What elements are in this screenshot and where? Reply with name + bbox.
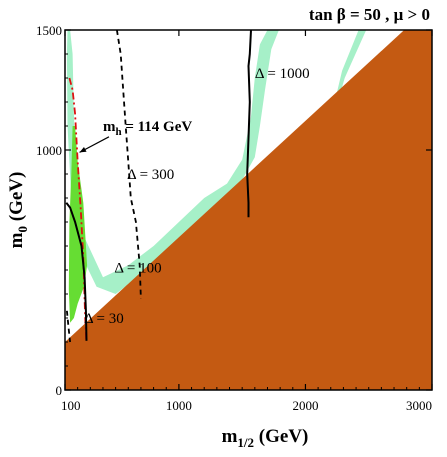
annotation-delta-300: Δ = 300 [127, 167, 174, 183]
y-axis-title: m0 (GeV) [6, 172, 30, 249]
series-line-3 [116, 30, 142, 299]
y-tick-label: 1500 [36, 23, 62, 38]
higgs-mass-label: mh = 114 GeV [103, 119, 192, 138]
ticks-layer: 100 1000 2000 3000 0 1000 1500 [36, 23, 433, 413]
x-axis-title: m1/2 (GeV) [222, 426, 309, 450]
chart-title: tan β = 50 , μ > 0 [309, 5, 430, 24]
series-layer [65, 30, 252, 343]
y-tick-label: 1000 [36, 143, 62, 158]
x-tick-label: 2000 [292, 398, 318, 413]
annotations-layer: Δ = 1000 Δ = 300 Δ = 100 Δ = 30 mh = 114 GeV [79, 66, 310, 327]
x-tick-label: 1000 [166, 398, 192, 413]
region-gminus2-region [68, 126, 88, 323]
x-tick-label: 100 [61, 398, 81, 413]
annotation-delta-30: Δ = 30 [84, 311, 124, 327]
plot-frame [64, 29, 433, 391]
series-line-2 [66, 310, 71, 343]
region-wmap-strip [66, 30, 279, 294]
x-tick-label: 3000 [406, 398, 432, 413]
annotation-delta-100: Δ = 100 [114, 260, 161, 276]
higgs-arrowhead [79, 146, 87, 153]
series-line-1 [65, 202, 88, 341]
series-line-4 [246, 30, 252, 218]
annotation-delta-1000: Δ = 1000 [255, 66, 310, 82]
y-tick-label: 0 [56, 383, 63, 398]
